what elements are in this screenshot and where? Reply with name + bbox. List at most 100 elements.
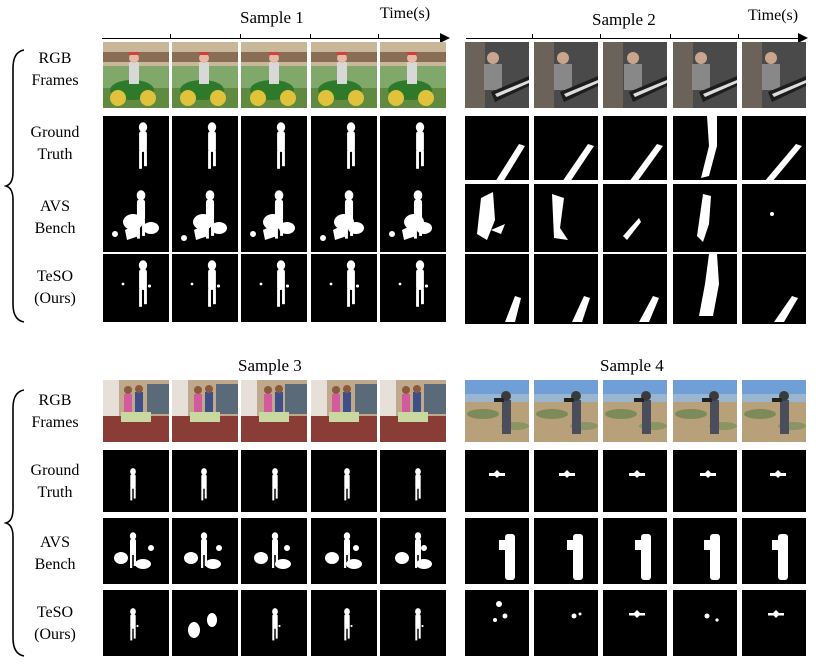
teso-mask xyxy=(741,590,806,656)
row-label-teso-bottom: TeSO (Ours) xyxy=(24,602,86,646)
teso-mask xyxy=(672,590,737,656)
sample-1-title: Sample 1 xyxy=(240,8,304,27)
row-label-avs-bench-top: AVS Bench xyxy=(24,196,86,240)
rgb-frame xyxy=(672,380,737,442)
ground-truth-mask xyxy=(672,450,737,512)
rgb-frame xyxy=(241,42,308,108)
teso-mask xyxy=(241,590,308,656)
teso-mask xyxy=(103,590,169,656)
ground-truth-mask xyxy=(172,116,239,184)
teso-mask xyxy=(310,590,377,656)
row-label-line: TeSO xyxy=(36,604,74,621)
ground-truth-mask xyxy=(534,116,599,180)
ground-truth-mask xyxy=(103,450,169,512)
ground-truth-mask xyxy=(310,116,377,184)
teso-mask xyxy=(172,590,239,656)
rgb-frame xyxy=(603,380,668,442)
row-label-ground-truth-top: Ground Truth xyxy=(24,122,86,166)
rgb-frame xyxy=(379,380,446,442)
rgb-frame xyxy=(172,42,239,108)
row-label-line: Frames xyxy=(31,72,79,89)
rgb-frame xyxy=(103,380,169,442)
ground-truth-mask xyxy=(241,116,308,184)
teso-mask xyxy=(534,590,599,656)
avs-bench-mask xyxy=(465,518,529,584)
top-rows-brace xyxy=(4,49,25,323)
avs-bench-mask xyxy=(310,518,377,584)
ground-truth-mask xyxy=(310,450,377,512)
ground-truth-mask xyxy=(672,116,737,180)
row-label-line: Truth xyxy=(37,484,73,501)
row-label-line: Bench xyxy=(34,220,76,237)
row-label-rgb-bottom: RGB Frames xyxy=(24,390,86,434)
teso-mask xyxy=(379,590,446,656)
ground-truth-mask xyxy=(465,116,529,180)
row-label-rgb-top: RGB Frames xyxy=(24,48,86,92)
teso-mask xyxy=(465,254,529,324)
teso-mask xyxy=(241,254,308,322)
ground-truth-mask xyxy=(741,450,806,512)
avs-bench-mask xyxy=(534,518,599,584)
row-label-line: Frames xyxy=(31,414,79,431)
teso-mask xyxy=(534,254,599,324)
teso-mask xyxy=(741,254,806,324)
rgb-frame xyxy=(310,380,377,442)
teso-mask xyxy=(465,590,529,656)
avs-bench-mask xyxy=(672,184,737,252)
rgb-frame xyxy=(534,380,599,442)
avs-bench-mask xyxy=(603,518,668,584)
avs-bench-mask xyxy=(241,184,308,252)
ground-truth-mask xyxy=(534,450,599,512)
ground-truth-mask xyxy=(172,450,239,512)
rgb-frame xyxy=(103,42,169,108)
avs-bench-mask xyxy=(103,518,169,584)
ground-truth-mask xyxy=(603,116,668,180)
teso-mask xyxy=(603,254,668,324)
teso-mask xyxy=(172,254,239,322)
teso-mask xyxy=(672,254,737,324)
row-label-avs-bench-bottom: AVS Bench xyxy=(24,532,86,576)
rgb-frame xyxy=(465,42,529,108)
row-label-line: AVS xyxy=(40,534,70,551)
row-label-line: RGB xyxy=(38,392,72,409)
sample-2-time-label: Time(s) xyxy=(748,7,799,24)
row-label-line: Ground xyxy=(30,124,80,141)
row-label-line: Bench xyxy=(34,556,76,573)
row-label-line: Truth xyxy=(37,146,73,163)
rgb-frame xyxy=(672,42,737,108)
avs-bench-mask xyxy=(741,518,806,584)
rgb-frame xyxy=(741,42,806,108)
rgb-frame xyxy=(465,380,529,442)
ground-truth-mask xyxy=(103,116,169,184)
ground-truth-mask xyxy=(379,450,446,512)
rgb-frame xyxy=(741,380,806,442)
sample-3-title: Sample 3 xyxy=(238,356,302,375)
avs-bench-mask xyxy=(310,184,377,252)
row-label-line: TeSO xyxy=(36,268,74,285)
avs-bench-mask xyxy=(103,184,169,252)
bottom-rows-brace xyxy=(4,389,25,657)
rgb-frame xyxy=(310,42,377,108)
teso-mask xyxy=(379,254,446,322)
ground-truth-mask xyxy=(241,450,308,512)
avs-bench-mask xyxy=(172,518,239,584)
sample-2-title: Sample 2 xyxy=(592,10,656,29)
teso-mask xyxy=(103,254,169,322)
row-label-teso-top: TeSO (Ours) xyxy=(24,266,86,310)
sample-1-time-arrow xyxy=(102,33,450,44)
ground-truth-mask xyxy=(741,116,806,180)
ground-truth-mask xyxy=(465,450,529,512)
avs-bench-mask xyxy=(534,184,599,252)
avs-bench-mask xyxy=(379,184,446,252)
row-label-ground-truth-bottom: Ground Truth xyxy=(24,460,86,504)
ground-truth-mask xyxy=(603,450,668,512)
ground-truth-mask xyxy=(379,116,446,184)
rgb-frame xyxy=(379,42,446,108)
rgb-frame xyxy=(172,380,239,442)
avs-bench-mask xyxy=(603,184,668,252)
rgb-frame xyxy=(534,42,599,108)
avs-bench-mask xyxy=(379,518,446,584)
teso-mask xyxy=(310,254,377,322)
sample-1-time-label: Time(s) xyxy=(380,5,431,22)
avs-bench-mask xyxy=(465,184,529,252)
